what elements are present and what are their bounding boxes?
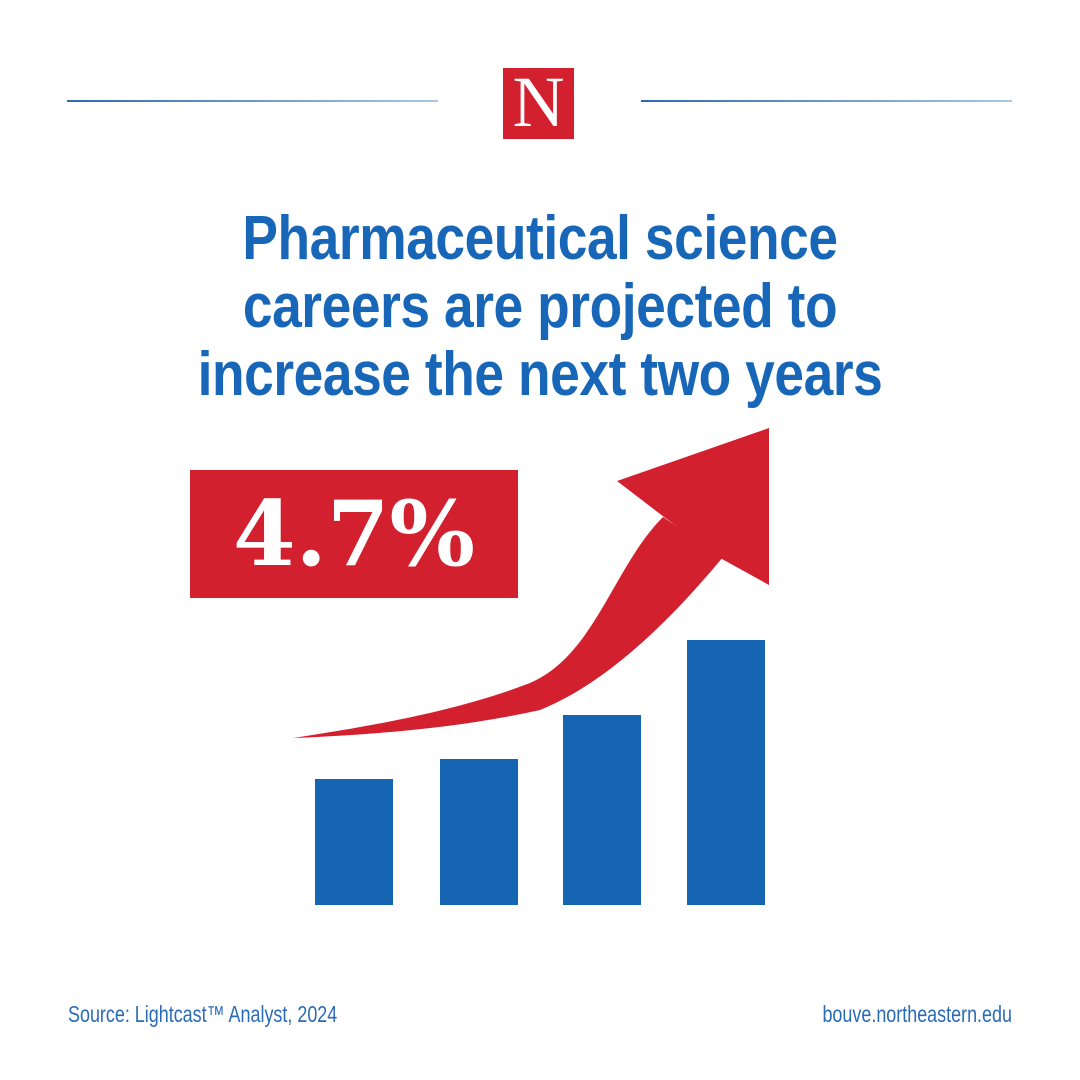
website-text: bouve.northeastern.edu: [822, 1001, 1012, 1027]
stat-value: 4.7%: [232, 481, 476, 587]
headline-line-1: Pharmaceutical science: [242, 204, 838, 273]
stat-badge: 4.7%: [190, 470, 518, 598]
divider-line-left: [67, 100, 438, 102]
divider-line-right: [641, 100, 1012, 102]
northeastern-logo: N: [503, 61, 574, 142]
growth-arrow-shaft-icon: [293, 517, 723, 738]
source-text: Source: Lightcast™ Analyst, 2024: [68, 1001, 338, 1027]
bar: [440, 759, 518, 905]
footer: Source: Lightcast™ Analyst, 2024 bouve.n…: [0, 1001, 1080, 1029]
bar: [315, 779, 393, 905]
bar: [563, 715, 641, 905]
bar-chart: [315, 640, 765, 905]
growth-arrow-head-icon: [617, 428, 769, 585]
headline-line-3: increase the next two years: [197, 340, 883, 409]
logo-letter: N: [512, 61, 565, 142]
headline-line-2: careers are projected to: [242, 272, 838, 341]
bar: [687, 640, 765, 905]
headline: Pharmaceutical science careers are proje…: [76, 205, 1005, 409]
